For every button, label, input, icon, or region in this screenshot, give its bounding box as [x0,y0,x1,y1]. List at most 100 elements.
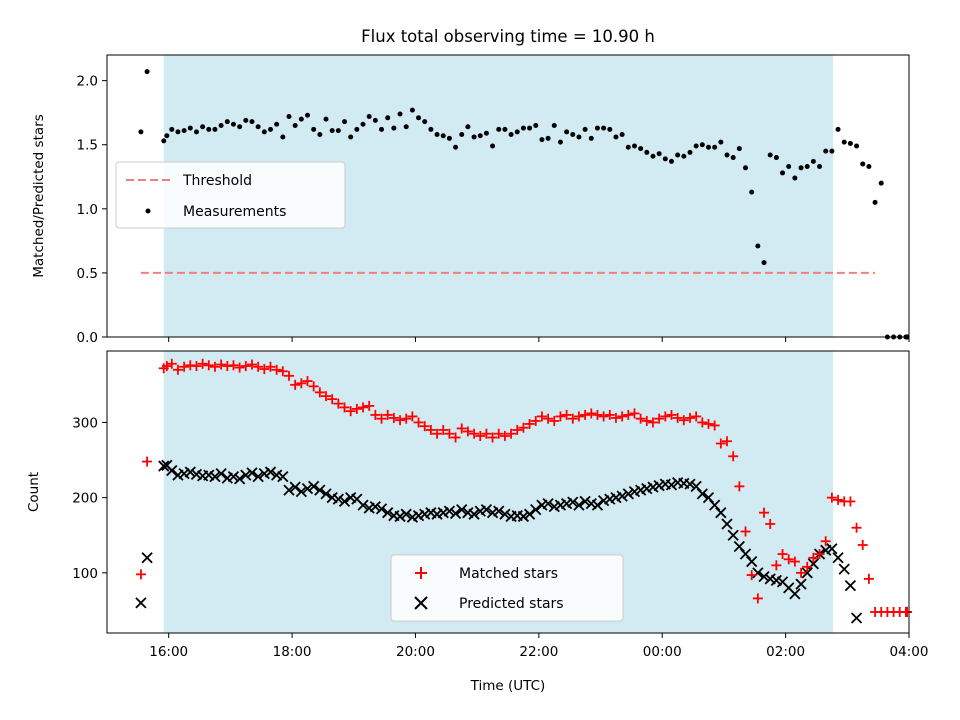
bottom-y-ticks: 100 200 300 [72,415,107,582]
matched-star-point [684,412,695,423]
measurement-point [311,126,317,132]
measurement-point [385,115,391,121]
measurement-point [161,138,167,144]
predicted-star-point [314,484,326,496]
matched-star-point [796,567,807,578]
matched-star-point [524,418,535,429]
measurement-point [354,126,360,132]
predicted-star-point [369,501,381,513]
measurement-point [465,124,471,130]
measurement-point [564,129,570,135]
predicted-star-point [468,508,480,520]
bottom-legend: Matched stars Predicted stars [390,554,624,622]
matched-star-point [536,411,547,422]
matched-star-point [752,593,763,604]
matched-star-point [561,409,572,420]
predicted-star-point [394,510,406,523]
measurement-point [854,143,860,149]
matched-star-point [802,561,813,572]
matched-star-point [395,415,406,426]
matched-star-point [647,417,658,428]
matched-star-point [672,412,683,423]
measurement-point [366,114,372,120]
matched-star-point [475,430,486,441]
top-y-tick-label: 0.5 [77,266,98,282]
predicted-stars-legend-marker [414,596,428,610]
matched-star-point [388,412,399,423]
top-y-tick-label: 0.0 [77,330,98,346]
matched-star-point [271,364,282,375]
measurement-point [224,119,230,125]
matched-star-point [314,387,325,398]
matched-star-point [555,411,566,422]
predicted-star-point [338,495,351,508]
measurement-point [317,131,323,137]
matched-star-point [191,361,202,372]
measurement-point [169,126,175,132]
measurement-point [218,123,224,128]
measurement-point [416,115,422,121]
predicted-star-point [752,567,764,579]
matched-star-point [253,361,264,372]
measurement-point [342,119,348,125]
matched-star-point [333,398,344,409]
predicted-star-point [709,499,721,511]
predicted-star-point [665,479,678,491]
measurement-point [193,129,199,135]
matched-star-point [161,361,172,372]
matched-star-point [808,552,819,563]
predicted-star-point [721,518,733,530]
measurement-point [582,126,588,132]
matched-star-point [851,522,862,533]
measurement-point [453,144,459,150]
matched-star-point [197,358,208,369]
bottom-y-tick-label: 200 [72,491,98,507]
measurement-point [693,143,699,149]
measurement-point [835,126,841,132]
measurement-point [817,164,823,170]
predicted-star-point [456,504,468,516]
matched-star-point [487,432,498,443]
matched-star-point [290,379,301,390]
matched-stars-points [135,358,912,617]
predicted-star-point [591,499,604,511]
measurement-point [175,129,181,135]
matched-star-point [259,364,270,375]
predicted-star-point [573,499,585,511]
matched-star-point [771,560,782,571]
matched-star-point [135,569,146,580]
measurement-point [267,126,273,132]
matched-star-point [678,415,689,426]
measurement-point [212,126,218,132]
measurement-point [502,126,508,132]
predicted-star-point [690,480,702,492]
matched-star-point [654,413,665,424]
matched-star-point [234,362,245,373]
predicted-star-point [517,510,530,523]
predicted-stars-points [135,459,863,624]
measurement-point [718,139,724,145]
measurement-point [706,144,711,150]
measurement-point [440,133,446,139]
measurement-point [280,134,286,140]
measurement-point [570,131,576,137]
predicted-star-point [579,495,591,508]
predicted-stars-legend-label: Predicted stars [459,596,564,612]
predicted-star-point [283,484,295,496]
x-axis-label: Time (UTC) [470,678,546,694]
measurement-point [545,135,551,141]
x-tick-label: 16:00 [149,644,188,660]
matched-star-point [493,428,504,439]
bottom-x-ticks: 16:00 18:00 20:00 22:00 00:00 02:00 04:00 [149,633,928,660]
measurement-point [650,153,656,159]
measurement-point [829,148,835,154]
top-panel: 0.00.51.01.52.0 Matched/Predicted stars … [31,54,910,346]
measurement-point [594,125,600,131]
predicted-star-point [158,460,170,472]
measurement-point [409,107,415,113]
measurement-point [335,128,341,134]
measurement-point [434,131,440,137]
matched-star-point [351,403,362,414]
matched-star-point [413,417,424,428]
